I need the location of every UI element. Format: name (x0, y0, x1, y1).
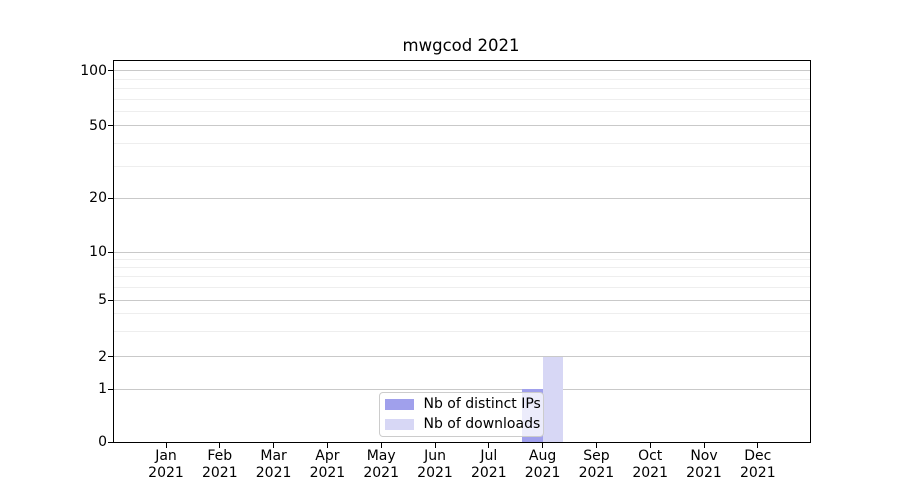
xtick-label: Dec 2021 (739, 448, 776, 481)
xtick-label: Jun 2021 (417, 448, 453, 481)
gridline-minor (113, 276, 810, 278)
ytick-mark (108, 356, 113, 358)
gridline-minor (113, 267, 810, 269)
legend-item-downloads: Nb of downloads (384, 415, 541, 432)
gridline-major (113, 251, 810, 253)
gridline-minor (113, 142, 810, 144)
legend-swatch-distinct-ips (384, 399, 414, 410)
legend-swatch-downloads (384, 418, 414, 430)
legend-label-downloads: Nb of downloads (423, 415, 541, 432)
ytick-mark (108, 70, 113, 72)
gridline-major (113, 388, 810, 390)
spine-left (112, 60, 114, 443)
ytick-mark (108, 197, 113, 199)
xtick-mark (380, 443, 382, 448)
ytick-label: 0 (98, 434, 107, 450)
gridline-minor (113, 286, 810, 288)
xtick-label: Oct 2021 (632, 448, 668, 481)
gridline-major (113, 356, 810, 358)
xtick-mark (219, 443, 221, 448)
gridline-minor (113, 78, 810, 80)
xtick-mark (542, 443, 544, 448)
xtick-mark (273, 443, 275, 448)
ytick-label: 50 (89, 117, 107, 134)
ytick-label: 10 (89, 244, 107, 261)
xtick-label: Jul 2021 (470, 448, 507, 481)
ytick-label: 2 (98, 348, 107, 365)
ytick-label: 5 (98, 292, 107, 308)
ytick-mark (108, 441, 113, 443)
gridline-major (113, 299, 810, 301)
xtick-label: Sep 2021 (578, 448, 615, 481)
xtick-mark (649, 443, 651, 448)
gridline-minor (113, 313, 810, 315)
gridline-minor (113, 165, 810, 167)
xtick-mark (703, 443, 705, 448)
spine-top (112, 60, 810, 62)
gridline-minor (113, 110, 810, 112)
legend-label-distinct-ips: Nb of distinct IPs (423, 396, 541, 412)
ytick-label: 1 (98, 381, 107, 397)
chart-title: mwgcod 2021 (402, 36, 520, 55)
spine-right (810, 60, 812, 443)
legend: Nb of distinct IPs Nb of downloads (378, 391, 544, 437)
xtick-label: May 2021 (363, 448, 399, 481)
legend-item-distinct-ips: Nb of distinct IPs (384, 396, 541, 412)
xtick-mark (757, 443, 759, 448)
xtick-label: Aug 2021 (524, 448, 561, 481)
ytick-mark (108, 251, 113, 253)
gridline-minor (113, 259, 810, 261)
gridline-minor (113, 87, 810, 89)
ytick-mark (108, 299, 113, 301)
xtick-label: Mar 2021 (255, 448, 292, 481)
xtick-label: Jan 2021 (148, 448, 184, 481)
xtick-label: Apr 2021 (309, 448, 346, 481)
xtick-mark (595, 443, 598, 448)
ytick-mark (108, 125, 113, 127)
ytick-label: 100 (80, 62, 107, 79)
ytick-label: 20 (89, 190, 107, 207)
xtick-mark (326, 443, 329, 448)
gridline-minor (113, 331, 810, 333)
xtick-label: Feb 2021 (201, 448, 238, 481)
gridline-minor (113, 98, 810, 100)
xtick-mark (488, 443, 490, 448)
ytick-mark (108, 388, 113, 390)
spine-bottom (112, 442, 811, 444)
gridline-major (113, 197, 810, 199)
gridline-major (113, 70, 810, 72)
xtick-mark (434, 443, 436, 448)
bar-downloads (542, 356, 564, 442)
xtick-mark (165, 443, 167, 448)
xtick-label: Nov 2021 (686, 448, 722, 481)
gridline-major (113, 125, 810, 127)
